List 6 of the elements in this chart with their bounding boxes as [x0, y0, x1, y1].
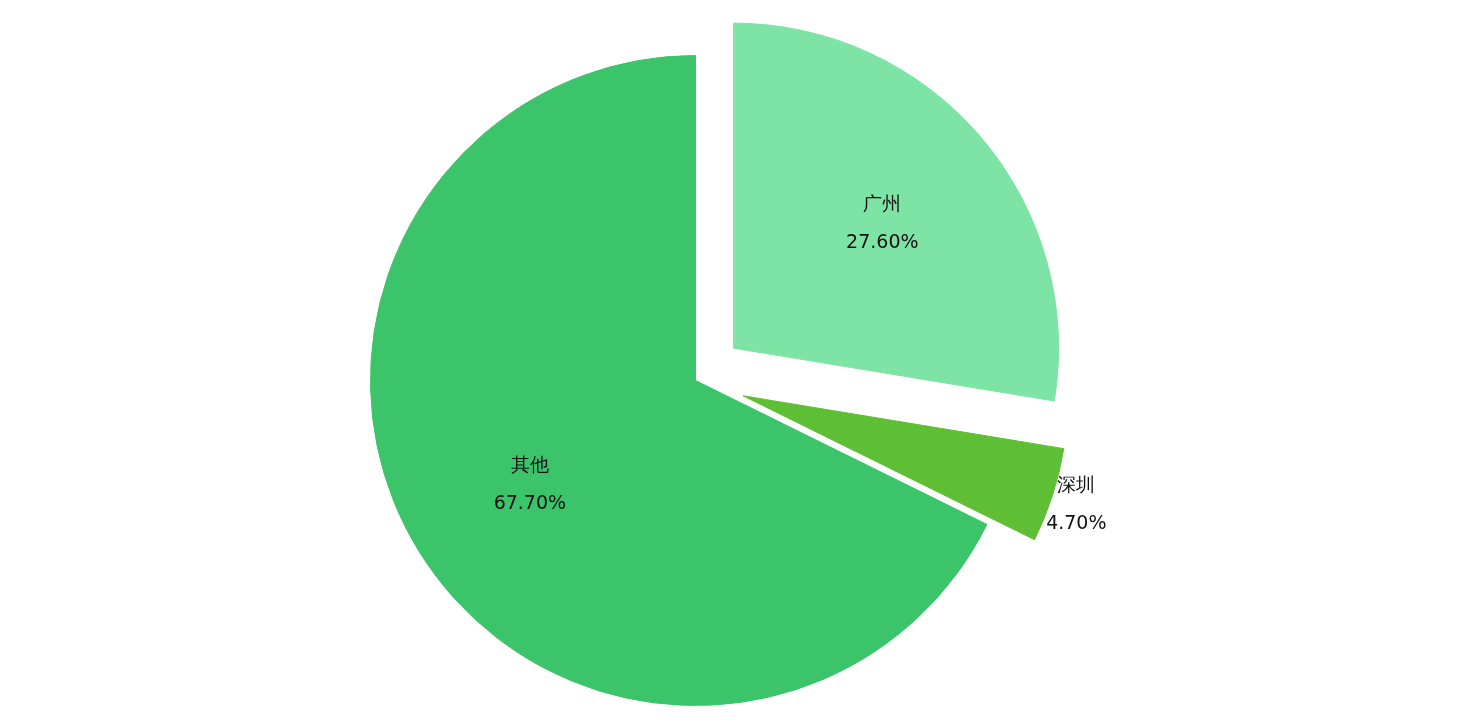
data-label: 67.70%	[493, 491, 567, 514]
slice-label: 广州	[863, 191, 902, 214]
data-label: 4.70%	[1046, 510, 1107, 533]
data-label: 27.60%	[846, 229, 919, 252]
slice-label: 其他	[510, 453, 549, 476]
slice-label: 深圳	[1057, 472, 1096, 495]
